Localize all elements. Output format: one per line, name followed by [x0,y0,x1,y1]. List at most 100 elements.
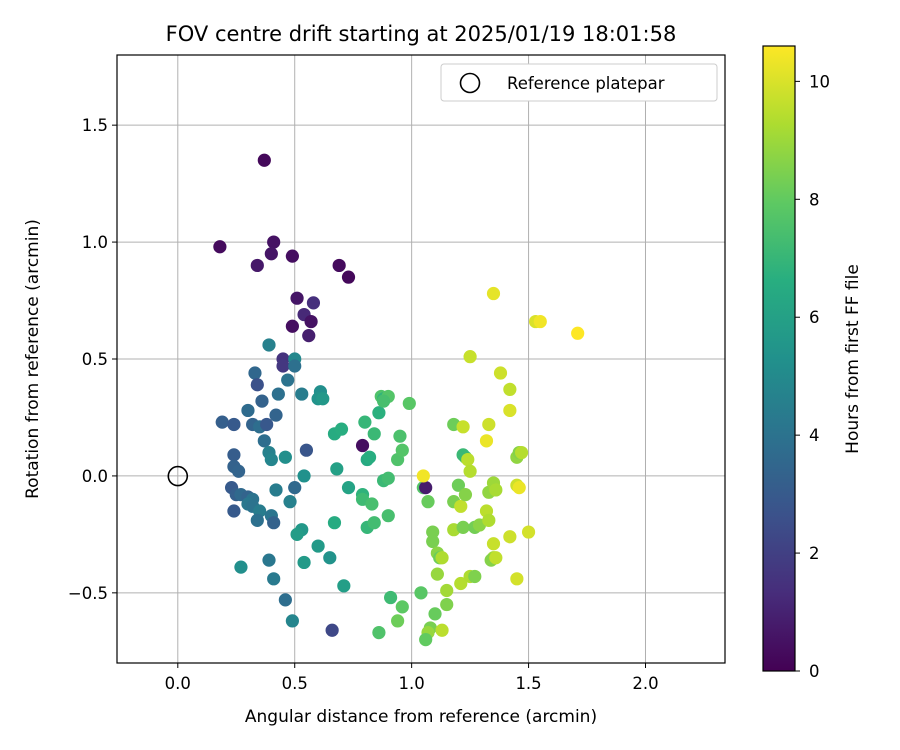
colorbar-tick-label: 0 [809,662,820,681]
data-point [306,296,321,310]
data-point [264,247,278,261]
data-point [330,462,344,476]
y-axis-label: Rotation from reference (arcmin) [23,219,43,499]
x-tick-label: 0.5 [282,674,308,693]
data-point [327,516,342,530]
data-point [372,406,386,420]
data-point [288,359,302,373]
data-point [468,569,482,584]
colorbar: 0 2 4 6 8 10 Hours from first FF file [762,45,863,681]
data-point [323,551,337,565]
colorbar-tick-label: 6 [809,308,820,327]
data-point [503,403,517,418]
data-point [250,258,264,273]
colorbar-label: Hours from first FF file [843,264,863,454]
data-point [341,481,356,495]
data-point [393,429,407,443]
reference-platepar-marker [167,465,189,487]
grid-lines [117,55,725,663]
data-point [227,417,241,432]
y-axis-ticks: −0.5 0.0 0.5 1.0 1.5 [68,116,117,603]
data-point [250,378,264,392]
data-point [402,396,416,411]
data-point [486,286,501,301]
data-point [278,593,292,607]
data-point [276,359,290,373]
y-tick-label: −0.5 [68,584,108,603]
data-point [463,350,477,364]
data-point [358,415,372,429]
data-point [213,240,227,254]
data-point [285,614,299,628]
data-point [227,448,241,462]
data-point [288,481,302,495]
data-point [215,415,229,429]
data-point [290,291,304,305]
data-point [435,623,449,637]
data-point [489,483,503,497]
data-point [482,513,496,527]
data-point [299,443,314,457]
data-point [376,394,391,408]
data-point [311,539,325,553]
data-point [234,560,248,574]
data-point [454,576,468,591]
y-tick-label: 0.0 [82,467,108,486]
data-point [381,471,395,485]
data-point [269,408,283,422]
data-point [232,464,246,478]
data-point [297,469,311,483]
data-point [262,553,276,567]
y-tick-label: 1.5 [82,116,108,135]
data-point [334,422,349,436]
x-tick-label: 2.0 [632,674,658,693]
data-point [355,438,370,453]
x-axis-ticks: 0.0 0.5 1.0 1.5 2.0 [165,663,659,693]
data-point [381,509,395,523]
data-point [493,366,508,380]
colorbar-tick-label: 2 [809,544,820,563]
legend-label: Reference platepar [507,74,665,93]
data-point [283,495,297,509]
colorbar-tick-label: 8 [809,190,820,209]
data-point [285,319,299,333]
data-point [267,516,281,530]
data-point [421,495,435,509]
data-point [426,525,440,539]
colorbar-ticks: 0 2 4 6 8 10 [795,72,830,681]
data-point [262,338,276,352]
data-point [435,551,449,565]
data-point [533,314,547,329]
data-point [571,326,585,340]
data-point [440,597,454,612]
data-point [463,464,477,478]
data-point [316,392,330,406]
data-point [260,417,274,432]
data-point [461,452,475,467]
data-point [440,583,454,598]
data-point [426,534,440,549]
data-point [255,394,269,408]
x-tick-label: 1.0 [399,674,425,693]
data-point [290,527,304,541]
data-point [281,373,295,387]
data-point [489,551,503,565]
data-point [264,452,278,467]
data-point [325,623,339,637]
legend-marker-icon [459,72,481,94]
data-point [454,499,468,513]
colorbar-gradient [762,45,796,672]
data-point [367,516,381,530]
colorbar-tick-label: 4 [809,426,820,445]
data-point [503,382,517,396]
data-point [416,469,430,483]
data-point [414,586,428,600]
data-point [297,555,311,570]
data-point [337,579,351,593]
legend: Reference platepar [440,63,718,102]
x-tick-label: 1.5 [515,674,541,693]
data-point [391,614,405,628]
data-point [384,590,398,605]
data-point [295,387,309,401]
